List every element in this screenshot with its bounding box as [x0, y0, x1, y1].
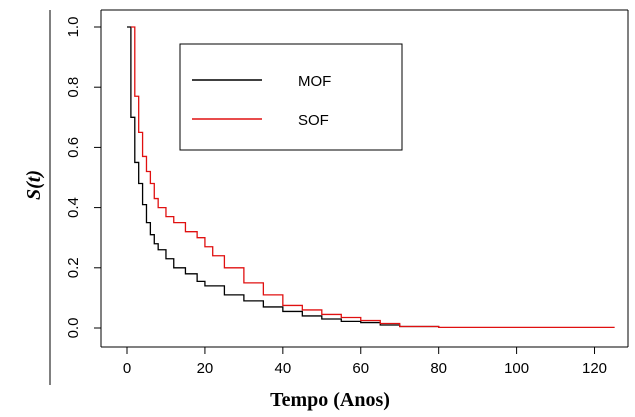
x-tick-label: 100: [504, 360, 529, 377]
y-tick-label: 0.4: [65, 197, 82, 218]
y-axis: 0.0 0.2 0.4 0.6 0.8 1.0: [65, 17, 102, 339]
y-tick-label: 0.8: [65, 77, 82, 98]
x-tick-label: 20: [197, 360, 214, 377]
series-layer: [127, 26, 615, 329]
x-tick-label: 120: [582, 360, 607, 377]
y-tick-label: 0.6: [65, 137, 82, 158]
legend: MOF SOF: [179, 43, 403, 151]
y-tick-label: 0.2: [65, 257, 82, 278]
x-axis: 0 20 40 60 80 100 120: [123, 346, 607, 377]
series-line-sof: [130, 26, 615, 329]
x-tick-label: 80: [430, 360, 447, 377]
y-tick-label: 0.0: [65, 318, 82, 339]
y-tick-label: 1.0: [65, 17, 82, 38]
legend-label-mof: MOF: [298, 73, 331, 90]
x-axis-title: Tempo (Anos): [270, 389, 390, 411]
x-tick-label: 60: [352, 360, 369, 377]
legend-box: [179, 43, 403, 151]
legend-label-sof: SOF: [298, 112, 329, 129]
y-axis-title: S(t): [23, 170, 45, 200]
x-tick-label: 40: [274, 360, 291, 377]
series-line-mof: [127, 26, 440, 328]
x-tick-label: 0: [123, 360, 131, 377]
